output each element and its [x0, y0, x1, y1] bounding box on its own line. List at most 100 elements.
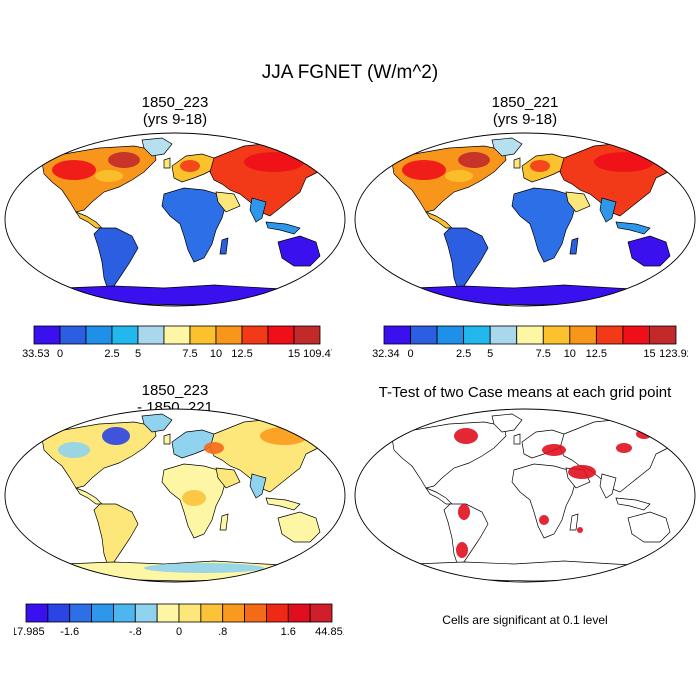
- map-border: [4, 132, 346, 307]
- colorbar-box: [178, 603, 202, 623]
- colorbar-tick-label: 15: [288, 348, 300, 360]
- land-africa: [511, 187, 577, 263]
- colorbar-box: [156, 603, 180, 623]
- land-madagascar: [219, 513, 229, 531]
- colorbar-tick-label: -.8: [129, 626, 142, 638]
- colorbar-box: [244, 603, 267, 623]
- field-patch: [180, 160, 200, 172]
- colorbar-tick-label: 7.5: [536, 348, 551, 360]
- colorbar-box: [137, 325, 165, 345]
- land-arabia: [215, 467, 241, 489]
- map-border: [4, 408, 346, 583]
- land-ant: [22, 284, 331, 306]
- map-panel-1: [4, 132, 346, 307]
- land-india: [599, 473, 617, 499]
- land-ca: [425, 487, 453, 505]
- colorbar-tick-label: 2.5: [456, 348, 471, 360]
- colorbar-tick-label: -32.34: [372, 348, 400, 360]
- field-patch: [182, 490, 206, 506]
- colorbar-box: [516, 325, 544, 345]
- land-africa: [511, 463, 577, 539]
- field-patch: [445, 170, 473, 182]
- land-india: [249, 473, 267, 499]
- colorbar-box: [542, 325, 571, 345]
- colorbar-box: [134, 603, 158, 623]
- land-greenland: [491, 413, 523, 433]
- colorbar-box: [569, 325, 597, 345]
- land-uk: [163, 157, 171, 169]
- land-na: [391, 421, 507, 489]
- land-ant: [372, 560, 681, 582]
- field-patch: [616, 443, 632, 453]
- land-madagascar: [569, 237, 579, 255]
- colorbar-box: [287, 603, 311, 623]
- colorbar-tick-label: 2.5: [104, 348, 119, 360]
- land-aus: [627, 235, 671, 267]
- land-indo: [265, 221, 301, 235]
- field-patch: [456, 542, 468, 558]
- colorbar-tick-label: -33.53: [22, 348, 50, 360]
- field-patch: [402, 160, 446, 180]
- field-patch: [454, 428, 478, 444]
- colorbar-tick-label: 5: [135, 348, 141, 360]
- map-panel-3: [4, 408, 346, 583]
- panel2-title: 1850_221 (yrs 9-18): [430, 94, 620, 128]
- colorbar-box: [241, 325, 269, 345]
- colorbar-box: [383, 325, 411, 345]
- colorbar-box: [436, 325, 465, 345]
- colorbar-tick-label: -1.6: [60, 626, 79, 638]
- colorbar-box: [649, 325, 677, 345]
- field-patch: [108, 152, 140, 168]
- colorbar-tick-label: 15: [643, 348, 655, 360]
- colorbar-tick-label: 10: [210, 348, 222, 360]
- land-arabia: [565, 191, 591, 213]
- colorbar-box: [91, 603, 114, 623]
- land-indo: [615, 221, 651, 235]
- colorbar-tick-label: 7.5: [182, 348, 197, 360]
- field-patch: [58, 442, 90, 458]
- field-patch: [568, 465, 596, 479]
- colorbar-box: [309, 603, 333, 623]
- land-nz: [329, 535, 339, 551]
- colorbar-box: [113, 603, 136, 623]
- land-india: [249, 197, 267, 223]
- colorbar-box: [200, 603, 224, 623]
- colorbar-tick-label: 44.851: [315, 626, 344, 638]
- field-patch: [95, 170, 123, 182]
- colorbar-box: [111, 325, 139, 345]
- colorbar-box: [463, 325, 491, 345]
- field-patch: [530, 160, 550, 172]
- significance-note: Cells are significant at 0.1 level: [442, 613, 608, 627]
- colorbar-box: [595, 325, 624, 345]
- land-africa: [161, 187, 227, 263]
- land-aus: [277, 511, 321, 543]
- panel4-title: T-Test of two Case means at each grid po…: [378, 384, 672, 401]
- land-aus: [277, 235, 321, 267]
- land-nz: [679, 259, 689, 275]
- colorbar-box: [622, 325, 650, 345]
- field-patch: [102, 427, 130, 445]
- colorbar-box: [222, 603, 245, 623]
- land-arabia: [215, 191, 241, 213]
- land-uk: [163, 433, 171, 445]
- land-ca: [75, 487, 103, 505]
- land-indo: [615, 497, 651, 511]
- field-patch: [244, 152, 304, 172]
- land-aus: [627, 511, 671, 543]
- field-patch: [260, 427, 308, 445]
- colorbar-tick-label: 5: [487, 348, 493, 360]
- field-patch: [204, 442, 224, 454]
- map-border: [354, 132, 696, 307]
- land-india: [599, 197, 617, 223]
- colorbar-panel-2: -32.34 0 2.5 5 7.5 10 12.5 15 123.92: [372, 325, 688, 360]
- figure-title: JJA FGNET (W/m^2): [261, 62, 439, 83]
- land-ant: [372, 284, 681, 306]
- colorbar-box: [163, 325, 191, 345]
- colorbar-tick-label: 123.92: [659, 348, 688, 360]
- land-madagascar: [569, 513, 579, 531]
- map-panel-2: [354, 132, 696, 307]
- colorbar-box: [410, 325, 438, 345]
- map-panel-4: [354, 408, 696, 583]
- panel1-title-line2: (yrs 9-18): [142, 111, 208, 128]
- colorbar-panel-3: -17.985 -1.6 -.8 0 .8 1.6 44.851: [14, 603, 344, 638]
